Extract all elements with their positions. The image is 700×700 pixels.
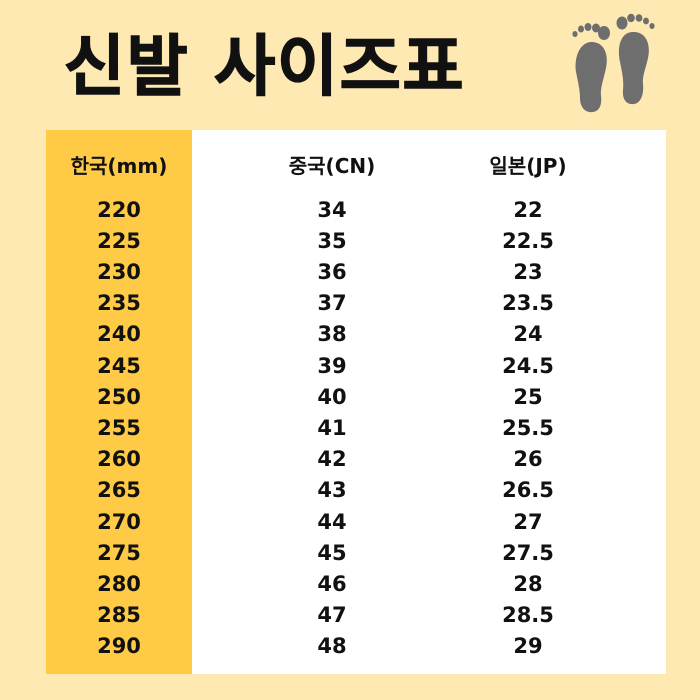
table-row: 290 48 29 xyxy=(46,631,666,662)
cell-korea: 230 xyxy=(97,259,141,284)
cell-japan: 26.5 xyxy=(502,478,554,503)
cell-japan: 22.5 xyxy=(502,228,554,253)
feet-icon xyxy=(572,13,655,113)
table-row: 230 36 23 xyxy=(46,256,666,287)
cell-china: 38 xyxy=(317,322,347,347)
table-row: 225 35 22.5 xyxy=(46,225,666,256)
table-row: 275 45 27.5 xyxy=(46,537,666,568)
cell-japan: 24.5 xyxy=(502,353,554,378)
table-row: 255 41 25.5 xyxy=(46,412,666,443)
header-japan: 일본(JP) xyxy=(489,153,567,178)
cell-china: 37 xyxy=(317,291,347,316)
cell-china: 39 xyxy=(317,353,347,378)
cell-japan: 25.5 xyxy=(502,415,554,440)
cell-japan: 23 xyxy=(513,259,543,284)
korea-column-highlight xyxy=(46,130,192,674)
cell-japan: 28.5 xyxy=(502,603,554,628)
cell-japan: 27.5 xyxy=(502,540,554,565)
table-row: 280 46 28 xyxy=(46,568,666,599)
cell-china: 34 xyxy=(317,197,347,222)
cell-korea: 250 xyxy=(97,384,141,409)
cell-japan: 27 xyxy=(513,509,543,534)
table-row: 285 47 28.5 xyxy=(46,600,666,631)
page-title: 신발 사이즈표 xyxy=(63,27,466,106)
cell-china: 43 xyxy=(317,478,347,503)
cell-korea: 290 xyxy=(97,634,141,659)
cell-china: 48 xyxy=(317,634,347,659)
table-header-row: 한국(mm) 중국(CN) 일본(JP) xyxy=(46,146,666,182)
size-table: 한국(mm) 중국(CN) 일본(JP) 220 34 22 225 35 22.5 230… xyxy=(46,130,666,674)
cell-korea: 220 xyxy=(97,197,141,222)
cell-china: 36 xyxy=(317,259,347,284)
cell-korea: 225 xyxy=(97,228,141,253)
table-row: 240 38 24 xyxy=(46,319,666,350)
cell-china: 44 xyxy=(317,509,347,534)
cell-japan: 22 xyxy=(513,197,543,222)
table-row: 235 37 23.5 xyxy=(46,288,666,319)
cell-china: 41 xyxy=(317,415,347,440)
cell-japan: 29 xyxy=(513,634,543,659)
cell-korea: 270 xyxy=(97,509,141,534)
table-row: 265 43 26.5 xyxy=(46,475,666,506)
cell-china: 47 xyxy=(317,603,347,628)
table-row: 270 44 27 xyxy=(46,506,666,537)
cell-korea: 235 xyxy=(97,291,141,316)
table-row: 245 39 24.5 xyxy=(46,350,666,381)
cell-china: 35 xyxy=(317,228,347,253)
table-row: 250 40 25 xyxy=(46,381,666,412)
cell-japan: 24 xyxy=(513,322,543,347)
table-row: 220 34 22 xyxy=(46,194,666,225)
cell-korea: 260 xyxy=(97,447,141,472)
cell-japan: 28 xyxy=(513,571,543,596)
cell-japan: 26 xyxy=(513,447,543,472)
cell-china: 46 xyxy=(317,571,347,596)
cell-japan: 23.5 xyxy=(502,291,554,316)
cell-china: 40 xyxy=(317,384,347,409)
cell-korea: 280 xyxy=(97,571,141,596)
cell-korea: 275 xyxy=(97,540,141,565)
header-china: 중국(CN) xyxy=(288,153,376,178)
cell-china: 42 xyxy=(317,447,347,472)
table-row: 260 42 26 xyxy=(46,444,666,475)
cell-korea: 245 xyxy=(97,353,141,378)
cell-japan: 25 xyxy=(513,384,543,409)
cell-china: 45 xyxy=(317,540,347,565)
cell-korea: 240 xyxy=(97,322,141,347)
cell-korea: 255 xyxy=(97,415,141,440)
cell-korea: 285 xyxy=(97,603,141,628)
header-korea: 한국(mm) xyxy=(70,153,168,178)
cell-korea: 265 xyxy=(97,478,141,503)
